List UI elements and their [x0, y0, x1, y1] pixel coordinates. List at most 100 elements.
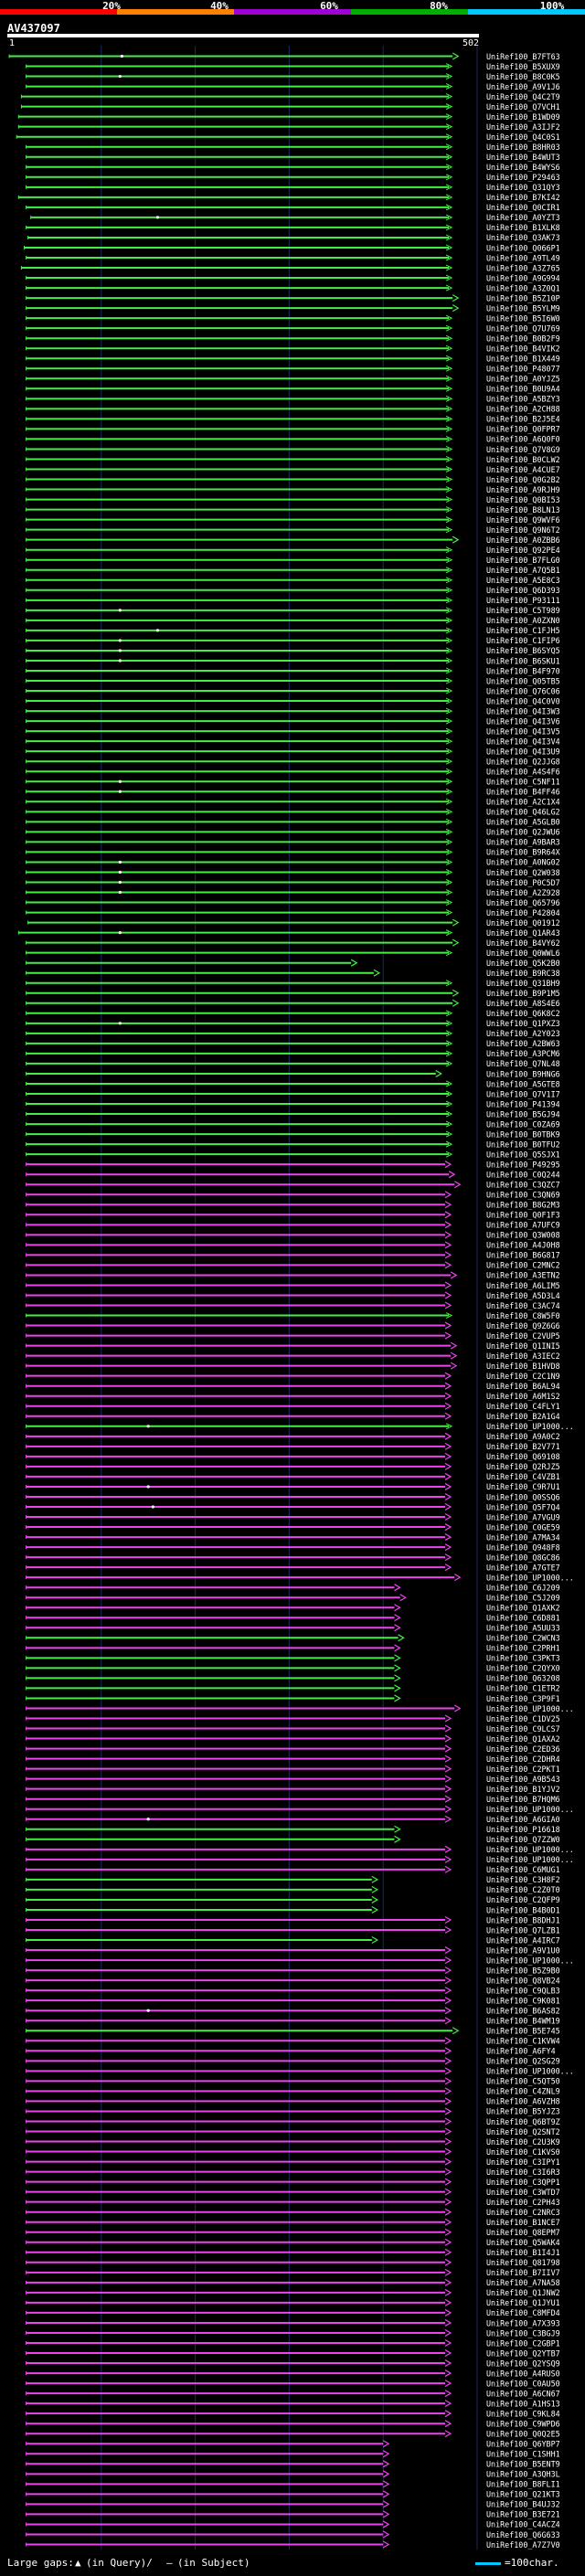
- hit-label[interactable]: UniRef100_B6SKU1: [486, 656, 560, 665]
- hit-label[interactable]: UniRef100_C4VZB1: [486, 1472, 560, 1481]
- hit-label[interactable]: UniRef100_A9A0C2: [486, 1432, 560, 1441]
- hit-row[interactable]: UniRef100_Q4I3V4: [26, 737, 560, 746]
- hit-row[interactable]: UniRef100_C4ZNL9: [26, 2087, 560, 2096]
- hit-row[interactable]: UniRef100_A4J0H8: [26, 1241, 560, 1250]
- hit-row[interactable]: UniRef100_A2Y023: [26, 1029, 560, 1038]
- hit-row[interactable]: UniRef100_C1SHH1: [26, 2450, 560, 2459]
- hit-row[interactable]: UniRef100_B5Z9B0: [26, 1966, 560, 1975]
- hit-label[interactable]: UniRef100_A7NA58: [486, 2278, 560, 2287]
- hit-row[interactable]: UniRef100_C2QYX0: [26, 1664, 560, 1673]
- hit-label[interactable]: UniRef100_C5T989: [486, 606, 560, 615]
- hit-row[interactable]: UniRef100_B8C0K5: [26, 72, 560, 81]
- hit-label[interactable]: UniRef100_C0AU50: [486, 2379, 560, 2388]
- hit-label[interactable]: UniRef100_A7X393: [486, 2318, 560, 2327]
- hit-row[interactable]: UniRef100_B9HNG6: [26, 1069, 560, 1078]
- hit-row[interactable]: UniRef100_B8DHJ1: [26, 1915, 560, 1924]
- hit-label[interactable]: UniRef100_Q1INI5: [486, 1341, 560, 1351]
- hit-row[interactable]: UniRef100_Q1INI5: [26, 1341, 560, 1351]
- hit-label[interactable]: UniRef100_A4RUS0: [486, 2369, 560, 2378]
- hit-label[interactable]: UniRef100_A2CH88: [486, 405, 560, 414]
- hit-row[interactable]: UniRef100_A0ZBB6: [26, 535, 560, 545]
- hit-row[interactable]: UniRef100_Q0FPR7: [26, 425, 560, 434]
- hit-row[interactable]: UniRef100_C3H8F2: [26, 1875, 560, 1884]
- hit-label[interactable]: UniRef100_Q2YTB7: [486, 2348, 560, 2358]
- hit-row[interactable]: UniRef100_B6SYQ5: [26, 646, 560, 655]
- hit-label[interactable]: UniRef100_B7FT63: [486, 52, 560, 61]
- hit-row[interactable]: UniRef100_C2U3K9: [26, 2137, 560, 2147]
- hit-label[interactable]: UniRef100_A4IRC7: [486, 1935, 560, 1945]
- hit-row[interactable]: UniRef100_A7UFC9: [26, 1221, 560, 1230]
- hit-row[interactable]: UniRef100_B1NCE7: [26, 2218, 560, 2227]
- hit-label[interactable]: UniRef100_C5NF11: [486, 778, 560, 787]
- hit-row[interactable]: UniRef100_Q9N6T2: [26, 525, 560, 535]
- hit-row[interactable]: UniRef100_A2CH88: [26, 405, 560, 414]
- hit-label[interactable]: UniRef100_A4CUE7: [486, 465, 560, 474]
- hit-label[interactable]: UniRef100_C2PRH1: [486, 1644, 560, 1653]
- hit-label[interactable]: UniRef100_C1SHH1: [486, 2450, 560, 2459]
- hit-label[interactable]: UniRef100_Q46LG2: [486, 808, 560, 817]
- hit-label[interactable]: UniRef100_C6D881: [486, 1614, 560, 1623]
- hit-row[interactable]: UniRef100_B9R64X: [26, 848, 560, 857]
- hit-label[interactable]: UniRef100_C1FIP6: [486, 636, 560, 645]
- hit-label[interactable]: UniRef100_P0C5D7: [486, 878, 560, 887]
- hit-row[interactable]: UniRef100_A8S4E6: [26, 999, 560, 1008]
- hit-row[interactable]: UniRef100_B5ENT9: [26, 2460, 560, 2469]
- hit-row[interactable]: UniRef100_B5XUX9: [26, 62, 560, 71]
- hit-row[interactable]: UniRef100_Q31BH9: [26, 979, 560, 988]
- hit-label[interactable]: UniRef100_A6FY4: [486, 2047, 556, 2056]
- hit-label[interactable]: UniRef100_Q31BH9: [486, 979, 560, 988]
- hit-row[interactable]: UniRef100_C3P9F1: [26, 1694, 560, 1703]
- hit-label[interactable]: UniRef100_B8FLI1: [486, 2480, 560, 2489]
- hit-row[interactable]: UniRef100_Q7VCH1: [20, 102, 560, 111]
- hit-label[interactable]: UniRef100_Q1AXA2: [486, 1734, 560, 1744]
- hit-label[interactable]: UniRef100_A4J0H8: [486, 1241, 560, 1250]
- hit-label[interactable]: UniRef100_B4WM19: [486, 2017, 560, 2026]
- hit-row[interactable]: UniRef100_A5GTE8: [26, 1079, 560, 1088]
- hit-row[interactable]: UniRef100_B4VY62: [26, 938, 560, 948]
- hit-row[interactable]: UniRef100_B2A1G4: [26, 1412, 560, 1421]
- query-title[interactable]: AV437097: [7, 22, 60, 35]
- hit-row[interactable]: UniRef100_Q8EPM7: [26, 2228, 560, 2237]
- hit-row[interactable]: UniRef100_Q5F7Q4: [26, 1502, 560, 1511]
- hit-label[interactable]: UniRef100_C2QYX0: [486, 1664, 560, 1673]
- hit-row[interactable]: UniRef100_UP1000...: [26, 1573, 574, 1582]
- hit-row[interactable]: UniRef100_UP1000...: [26, 2067, 574, 2076]
- hit-row[interactable]: UniRef100_P93111: [26, 596, 560, 605]
- hit-label[interactable]: UniRef100_A3Z765: [486, 263, 560, 272]
- hit-label[interactable]: UniRef100_UP1000...: [486, 2067, 574, 2076]
- hit-label[interactable]: UniRef100_A7Q5B1: [486, 566, 560, 575]
- hit-label[interactable]: UniRef100_A7GTE7: [486, 1563, 560, 1572]
- hit-label[interactable]: UniRef100_Q9WVF6: [486, 515, 560, 525]
- hit-row[interactable]: UniRef100_Q2JWU6: [26, 828, 560, 837]
- hit-row[interactable]: UniRef100_B4WM19: [26, 2017, 560, 2026]
- hit-row[interactable]: UniRef100_Q1JYU1: [26, 2298, 560, 2307]
- hit-row[interactable]: UniRef100_B6AS82: [26, 2007, 560, 2016]
- hit-row[interactable]: UniRef100_Q2YSQ9: [26, 2359, 560, 2368]
- hit-label[interactable]: UniRef100_Q0FPR7: [486, 425, 560, 434]
- hit-label[interactable]: UniRef100_B4B0D1: [486, 1905, 560, 1914]
- hit-row[interactable]: UniRef100_Q4C0V0: [26, 696, 560, 705]
- hit-row[interactable]: UniRef100_B5E745: [26, 2027, 560, 2036]
- hit-row[interactable]: UniRef100_UP1000...: [26, 1422, 574, 1431]
- hit-label[interactable]: UniRef100_C9WPD6: [486, 2419, 560, 2428]
- hit-label[interactable]: UniRef100_Q1AXK2: [486, 1604, 560, 1613]
- hit-row[interactable]: UniRef100_Q2SG29: [26, 2057, 560, 2066]
- hit-label[interactable]: UniRef100_A8S4E6: [486, 999, 560, 1008]
- hit-row[interactable]: UniRef100_Q0BI53: [26, 495, 560, 504]
- hit-label[interactable]: UniRef100_B5ENT9: [486, 2460, 560, 2469]
- hit-row[interactable]: UniRef100_C2Z0T0: [26, 1885, 560, 1894]
- hit-row[interactable]: UniRef100_A9RJH9: [26, 485, 560, 494]
- hit-label[interactable]: UniRef100_A0NG02: [486, 858, 560, 867]
- hit-row[interactable]: UniRef100_C2ED36: [26, 1744, 560, 1754]
- hit-label[interactable]: UniRef100_Q4I3V4: [486, 737, 560, 746]
- hit-row[interactable]: UniRef100_Q948F8: [26, 1542, 560, 1552]
- hit-row[interactable]: UniRef100_B7IIV7: [26, 2268, 560, 2277]
- hit-row[interactable]: UniRef100_Q31QY3: [26, 183, 560, 192]
- hit-row[interactable]: UniRef100_A2Z928: [26, 888, 560, 897]
- hit-row[interactable]: UniRef100_A7VGU9: [26, 1512, 560, 1521]
- hit-label[interactable]: UniRef100_C2Z0T0: [486, 1885, 560, 1894]
- hit-label[interactable]: UniRef100_Q8GC86: [486, 1553, 560, 1562]
- hit-row[interactable]: UniRef100_Q4C2T9: [20, 92, 560, 101]
- hit-row[interactable]: UniRef100_C3I6R3: [26, 2168, 560, 2177]
- hit-row[interactable]: UniRef100_P42804: [26, 908, 560, 917]
